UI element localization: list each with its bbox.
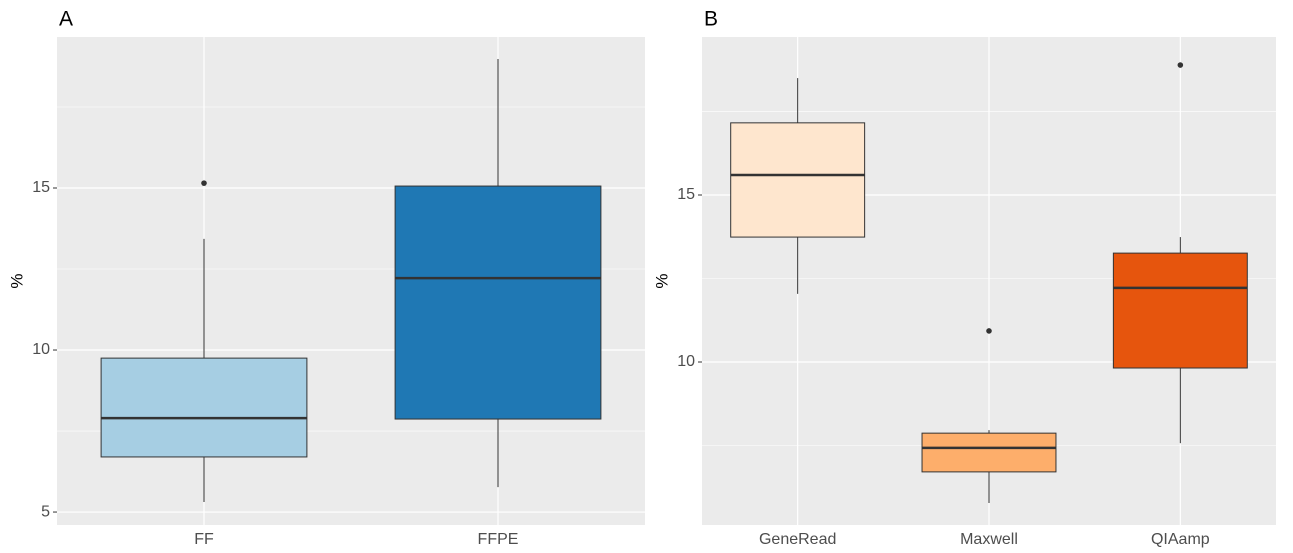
box	[100, 357, 308, 458]
y-tick-label: 15	[677, 186, 695, 203]
panel-label: A	[59, 8, 73, 31]
x-tick-label: QIAamp	[1151, 531, 1210, 548]
box	[730, 122, 866, 238]
x-tick-label: FFPE	[478, 531, 519, 548]
y-tick-label: 15	[32, 179, 50, 196]
y-axis-label: %	[7, 273, 26, 288]
outlier	[986, 328, 992, 334]
y-tick-label: 10	[677, 353, 695, 370]
outlier	[1177, 62, 1184, 68]
panel-label: B	[704, 8, 718, 31]
y-axis-label: %	[652, 273, 671, 288]
box	[1112, 252, 1248, 369]
x-tick-label: GeneRead	[759, 531, 836, 548]
y-tick-label: 5	[41, 503, 50, 520]
x-tick-label: FF	[194, 531, 214, 548]
y-tick-label: 10	[32, 341, 50, 358]
box	[394, 185, 602, 420]
x-tick-label: Maxwell	[960, 531, 1018, 548]
box	[921, 432, 1057, 473]
outlier	[201, 180, 207, 186]
